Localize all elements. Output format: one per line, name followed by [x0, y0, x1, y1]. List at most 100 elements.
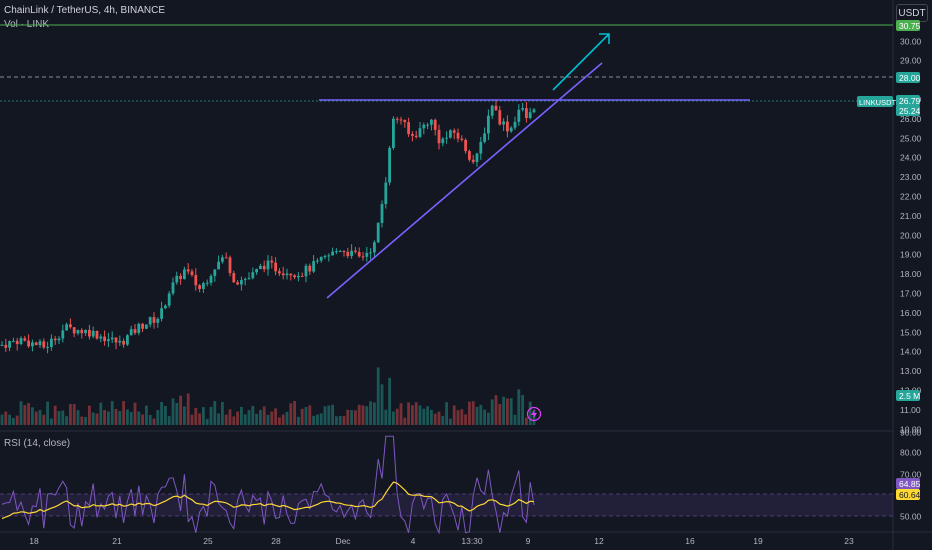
volume-bar — [316, 414, 319, 425]
candle-body — [407, 122, 410, 135]
candle-body — [399, 119, 403, 121]
volume-bar — [232, 416, 236, 425]
volume-bar — [57, 411, 61, 425]
candle-body — [137, 323, 141, 333]
volume-bar — [506, 398, 509, 425]
candle-body — [293, 275, 296, 278]
candle-body — [373, 242, 376, 253]
candle-body — [274, 262, 277, 272]
candle-body — [475, 153, 479, 163]
currency-button[interactable]: USDT — [896, 4, 928, 22]
volume-bar — [69, 404, 72, 425]
candle-body — [468, 151, 471, 160]
candle-body — [69, 324, 72, 328]
candle-body — [266, 260, 270, 270]
volume-bar — [285, 411, 289, 425]
volume-bar — [152, 418, 156, 425]
volume-bar — [513, 414, 517, 425]
volume-bar — [209, 406, 213, 425]
candle-body — [278, 271, 281, 274]
volume-bar — [430, 409, 433, 425]
volume-bar — [183, 406, 186, 425]
candle-body — [403, 119, 407, 123]
candle-body — [236, 282, 239, 285]
candle-body — [414, 135, 418, 137]
volume-bar — [270, 411, 274, 425]
volume-bar — [403, 417, 407, 425]
candle-body — [281, 273, 285, 276]
volume-bar — [281, 414, 285, 425]
candle-body — [380, 204, 384, 223]
candle-body — [221, 257, 224, 262]
volume-bar — [392, 411, 395, 425]
price-tick: 17.00 — [900, 289, 922, 299]
candle-body — [528, 112, 532, 119]
time-label: 18 — [29, 536, 39, 546]
volume-bar — [243, 414, 247, 425]
price-tick: 22.00 — [900, 192, 922, 202]
candle-body — [171, 282, 175, 294]
volume-bar — [266, 414, 270, 425]
candle-body — [107, 339, 110, 342]
price-tick: 13.00 — [900, 366, 922, 376]
candle-body — [232, 273, 236, 283]
volume-bar — [4, 411, 8, 425]
candle-body — [12, 340, 15, 342]
time-axis[interactable]: 18 21 25 28 Dec 4 13:30 9 12 16 19 23 — [29, 536, 854, 546]
candle-body — [99, 336, 103, 339]
lightning-icon[interactable] — [526, 406, 542, 422]
rsi-tick: 90.00 — [900, 428, 922, 438]
volume-bar — [12, 418, 15, 425]
volume-bar — [354, 410, 357, 425]
volume-bar — [460, 409, 464, 425]
volume-bar — [80, 416, 84, 425]
candle-body — [525, 108, 528, 119]
volume-bar — [312, 415, 315, 425]
volume-bar — [50, 418, 53, 425]
candle-body — [228, 257, 232, 274]
price-tick: 20.00 — [900, 230, 922, 240]
volume-bar — [373, 402, 376, 425]
volume-bar — [297, 416, 300, 425]
volume-bar — [331, 404, 334, 425]
volume-bar — [164, 405, 167, 425]
price-tick: 30.00 — [900, 36, 922, 46]
candle-body — [312, 261, 315, 272]
candle-body — [126, 335, 129, 345]
volume-bar — [38, 410, 42, 425]
price-axis[interactable]: 30.00 29.00 27.00 26.00 25.00 24.00 23.00 22.00… — [857, 20, 922, 522]
time-label: 16 — [685, 536, 695, 546]
volume-bar — [236, 411, 239, 425]
volume-bar — [228, 409, 232, 425]
volume-bar — [388, 377, 391, 425]
volume-bar — [502, 396, 505, 425]
candle-body — [346, 251, 350, 257]
candle-body — [110, 337, 114, 340]
volume-bar — [487, 412, 490, 425]
time-label: 23 — [844, 536, 854, 546]
candle-body — [141, 323, 144, 329]
volume-bar — [407, 402, 410, 425]
volume-bar — [494, 395, 498, 425]
time-label: 28 — [271, 536, 281, 546]
candle-body — [323, 256, 327, 258]
candle-body — [308, 265, 312, 272]
candle-body — [532, 109, 536, 113]
symbol-tag: LINKUSDT — [859, 98, 897, 107]
volume-bar — [479, 404, 483, 425]
time-label: Dec — [335, 536, 351, 546]
candle-body — [513, 121, 517, 128]
candle-body — [331, 251, 334, 256]
volume-bar — [335, 416, 338, 425]
volume-bar — [357, 404, 361, 425]
volume-bar — [240, 406, 243, 425]
volume-bar — [171, 398, 175, 425]
candle-body — [145, 324, 148, 329]
volume-bar — [190, 414, 194, 425]
volume-bar — [202, 407, 205, 425]
target-arrow[interactable] — [552, 33, 610, 91]
candle-body — [319, 256, 323, 261]
triangle-support-line[interactable] — [326, 62, 603, 299]
